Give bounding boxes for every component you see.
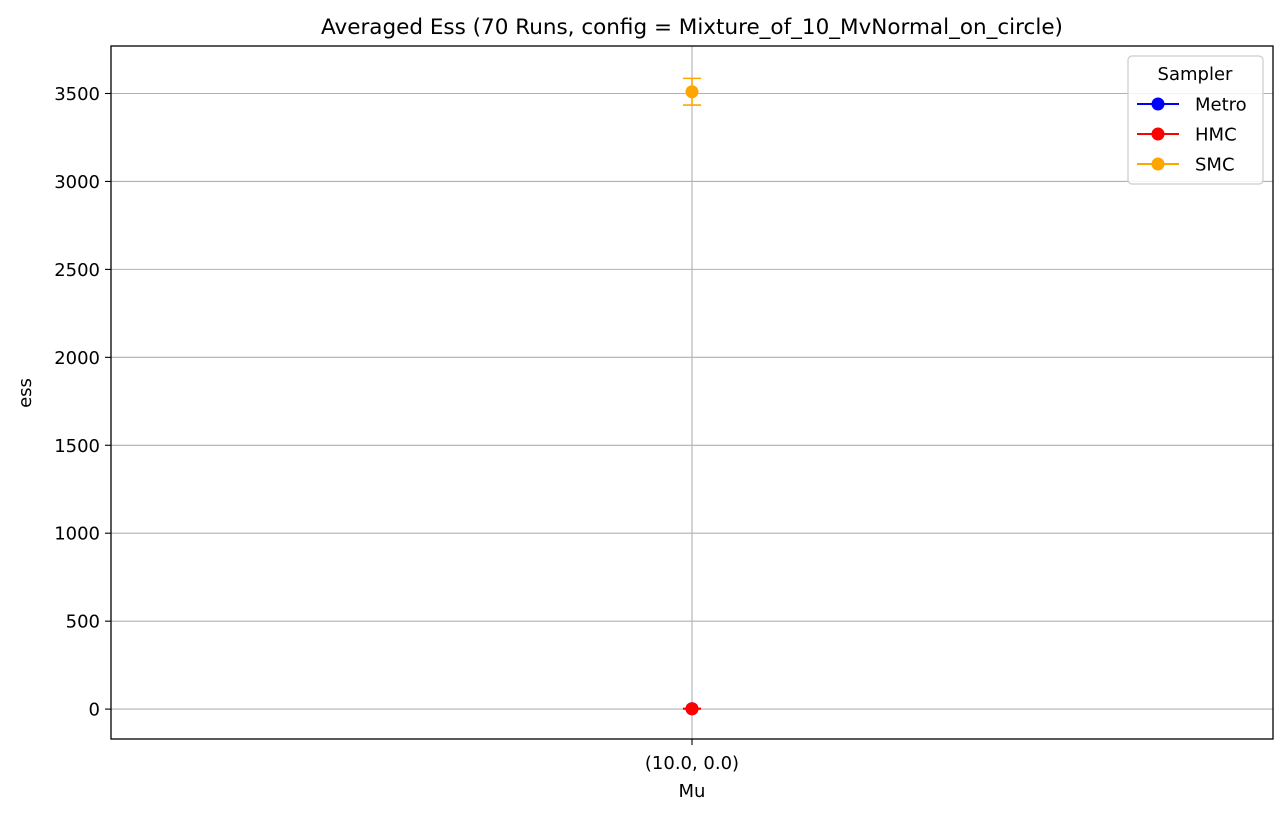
grid-lines [111,46,1273,739]
y-tick-label: 2500 [54,260,100,281]
legend-entries: Metro HMC SMC [1137,95,1247,176]
x-axis-ticks: (10.0, 0.0) [645,739,739,774]
legend-label-hmc: HMC [1195,125,1237,146]
data-marks [683,77,701,716]
y-tick-label: 0 [89,700,100,721]
legend-marker-smc [1151,157,1165,171]
x-axis-label: Mu [679,781,706,802]
legend-title: Sampler [1158,64,1233,85]
smc-point [685,85,699,99]
legend-label-smc: SMC [1195,155,1235,176]
y-tick-label: 3500 [54,84,100,105]
y-tick-label: 2000 [54,348,100,369]
legend-label-metro: Metro [1195,95,1247,116]
plot-area-frame [110,45,1274,740]
y-tick-label: 1000 [54,524,100,545]
y-axis-ticks: 0 500 1000 1500 2000 2500 3000 3500 [54,84,111,721]
y-tick-label: 1500 [54,436,100,457]
legend-box [1127,55,1264,185]
y-tick-label: 3000 [54,172,100,193]
hmc-point [685,702,699,716]
y-tick-label: 500 [66,612,100,633]
legend-marker-hmc [1151,127,1165,141]
legend-marker-metro [1151,97,1165,111]
legend: Sampler Metro HMC SMC [1127,55,1264,185]
y-axis-label: ess [15,378,36,408]
chart-title: Averaged Ess (70 Runs, config = Mixture_… [321,15,1063,40]
x-tick-label: (10.0, 0.0) [645,753,739,774]
